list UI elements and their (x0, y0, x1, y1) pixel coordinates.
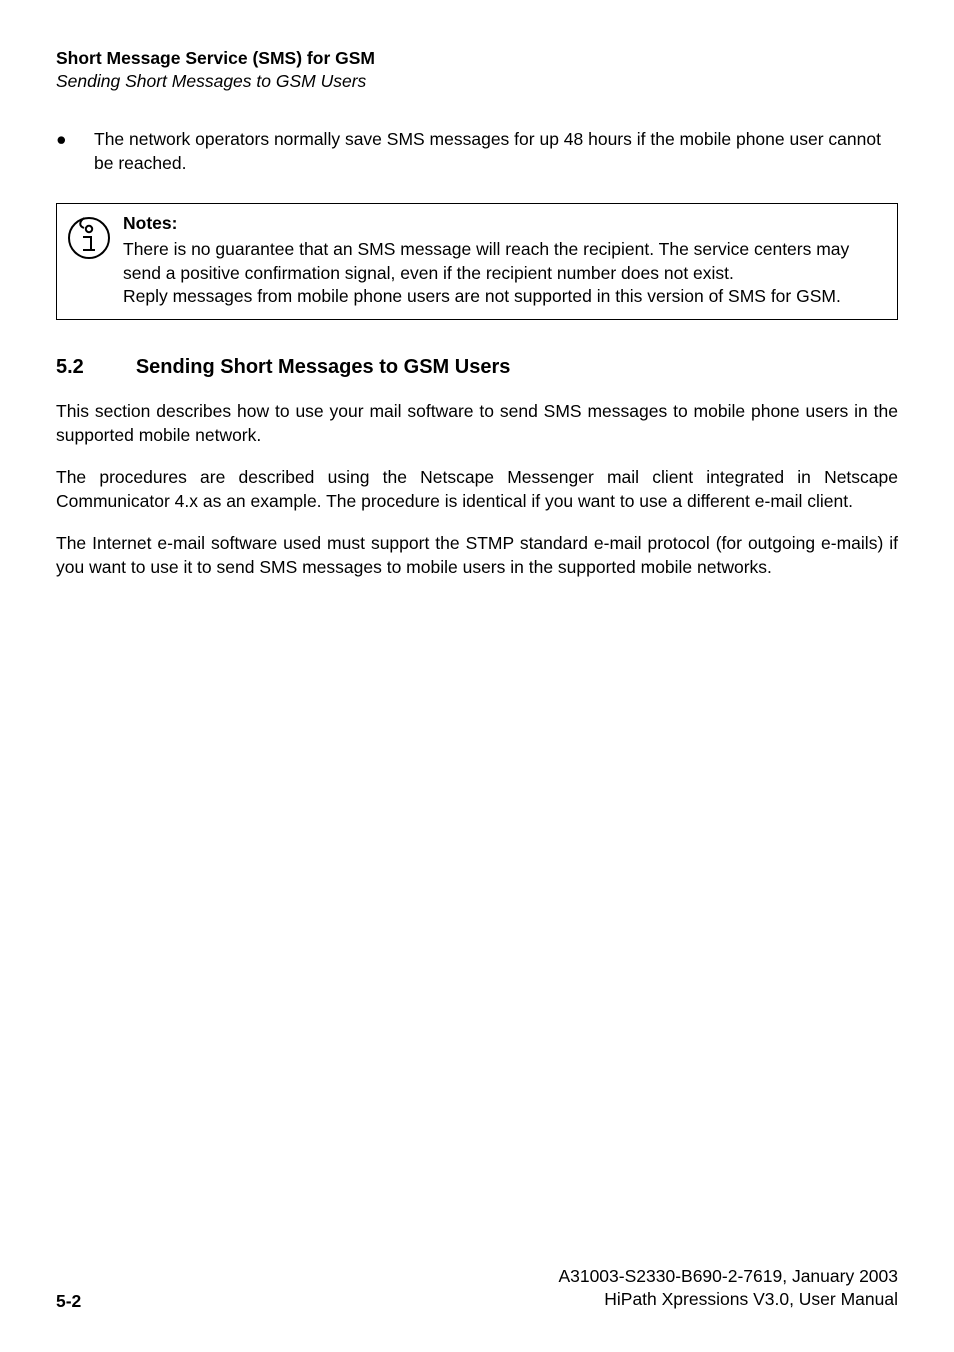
note-paragraph-2: Reply messages from mobile phone users a… (123, 286, 841, 306)
footer-docid: A31003-S2330-B690-2-7619, January 2003 (558, 1265, 898, 1289)
note-content: Notes: There is no guarantee that an SMS… (123, 212, 887, 309)
page-header-title: Short Message Service (SMS) for GSM (56, 48, 898, 69)
body-paragraph-3: The Internet e-mail software used must s… (56, 531, 898, 579)
page-number: 5-2 (56, 1291, 81, 1312)
page-header-subtitle: Sending Short Messages to GSM Users (56, 71, 898, 92)
body-paragraph-2: The procedures are described using the N… (56, 465, 898, 513)
page-footer: 5-2 A31003-S2330-B690-2-7619, January 20… (56, 1265, 898, 1312)
section-number: 5.2 (56, 356, 84, 379)
section-title: Sending Short Messages to GSM Users (136, 356, 511, 379)
info-icon (67, 216, 111, 260)
note-box: Notes: There is no guarantee that an SMS… (56, 203, 898, 320)
bullet-text: The network operators normally save SMS … (94, 128, 898, 175)
notes-label: Notes: (123, 212, 887, 236)
note-paragraph-1: There is no guarantee that an SMS messag… (123, 239, 849, 283)
bullet-marker: ● (56, 128, 64, 175)
bullet-item: ● The network operators normally save SM… (56, 128, 898, 175)
footer-right: A31003-S2330-B690-2-7619, January 2003 H… (558, 1265, 898, 1312)
section-heading: 5.2 Sending Short Messages to GSM Users (56, 356, 898, 379)
body-paragraph-1: This section describes how to use your m… (56, 399, 898, 447)
footer-product: HiPath Xpressions V3.0, User Manual (558, 1288, 898, 1312)
